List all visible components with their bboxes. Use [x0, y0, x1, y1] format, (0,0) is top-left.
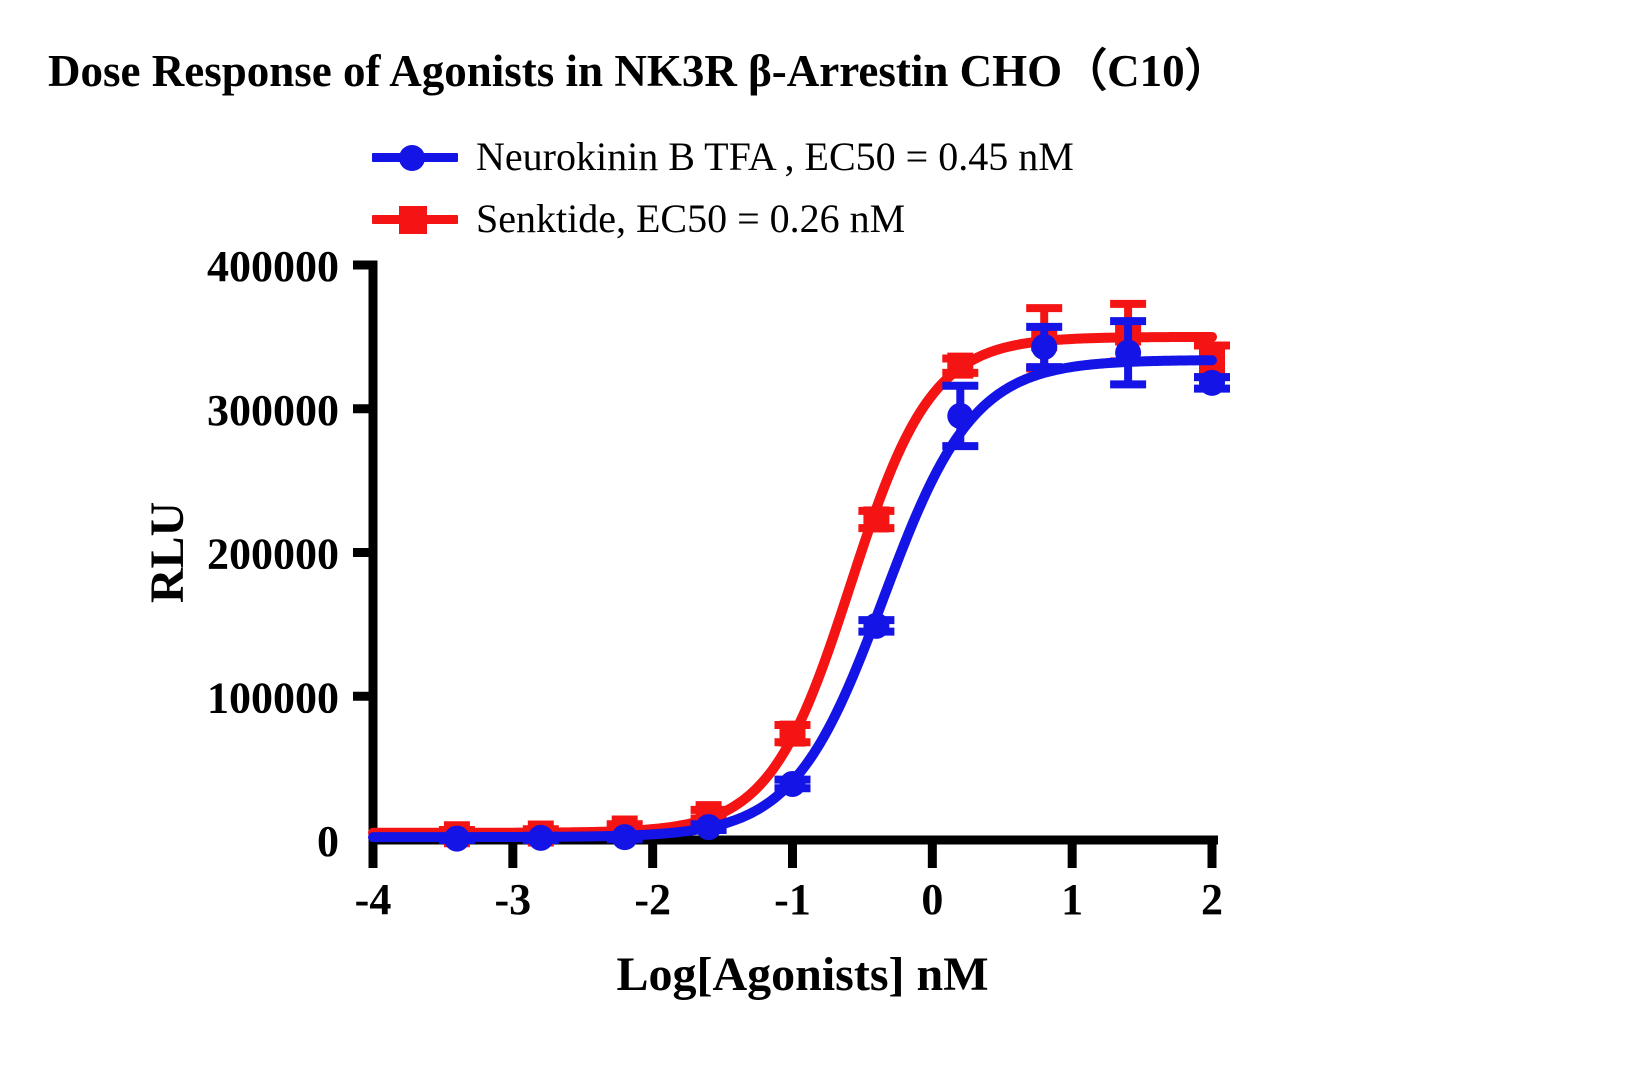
- y-tick-label: 0: [317, 817, 339, 866]
- x-tick-label: 1: [1061, 875, 1083, 924]
- data-point-circle: [695, 814, 722, 841]
- axis-labels: 0 100000 200000 300000 400000 -4 -3 -2 -1 0 1 2 Log[…: [141, 242, 1223, 1001]
- data-point-circle: [1199, 369, 1225, 396]
- y-axis-title: RLU: [141, 502, 194, 603]
- data-point-circle: [863, 612, 890, 639]
- x-tick-label: -4: [355, 875, 392, 924]
- y-tick-label: 200000: [207, 530, 339, 579]
- legend-key-circle-icon: [372, 137, 458, 177]
- legend-item-senktide: Senktide, EC50 = 0.26 nM: [372, 188, 1272, 250]
- square-marker-icon: [399, 206, 427, 234]
- legend-key-square-icon: [372, 199, 458, 239]
- data-point-circle: [1031, 333, 1058, 360]
- data-point-circle: [611, 824, 638, 851]
- y-tick-label: 400000: [207, 242, 339, 291]
- x-tick-label: -1: [774, 875, 811, 924]
- data-point-circle: [527, 824, 554, 851]
- chart-legend: Neurokinin B TFA , EC50 = 0.45 nM Senkti…: [372, 126, 1272, 250]
- data-point-square: [947, 352, 974, 379]
- data-point-square: [779, 720, 806, 747]
- y-tick-label: 300000: [207, 386, 339, 435]
- data-series: [368, 299, 1230, 852]
- fit-curve: [368, 331, 1217, 838]
- x-axis-title: Log[Agonists] nM: [616, 948, 988, 1001]
- legend-item-neurokinin: Neurokinin B TFA , EC50 = 0.45 nM: [372, 126, 1272, 188]
- x-tick-label: -3: [495, 875, 532, 924]
- x-tick-label: 2: [1201, 875, 1223, 924]
- data-point-circle: [1115, 339, 1142, 366]
- data-point-square: [863, 506, 890, 533]
- y-tick-label: 100000: [207, 673, 339, 722]
- data-point-circle: [947, 402, 974, 429]
- legend-label-neurokinin: Neurokinin B TFA , EC50 = 0.45 nM: [476, 134, 1074, 179]
- x-tick-label: 0: [921, 875, 943, 924]
- x-tick-label: -2: [634, 875, 671, 924]
- page-title: Dose Response of Agonists in NK3R β-Arre…: [48, 46, 1230, 96]
- circle-marker-icon: [399, 145, 425, 171]
- legend-label-senktide: Senktide, EC50 = 0.26 nM: [476, 196, 906, 241]
- data-point-circle: [443, 825, 470, 852]
- series-neurokinin-b-tfa: [368, 317, 1230, 852]
- data-point-circle: [779, 770, 806, 797]
- fit-curve: [368, 355, 1217, 843]
